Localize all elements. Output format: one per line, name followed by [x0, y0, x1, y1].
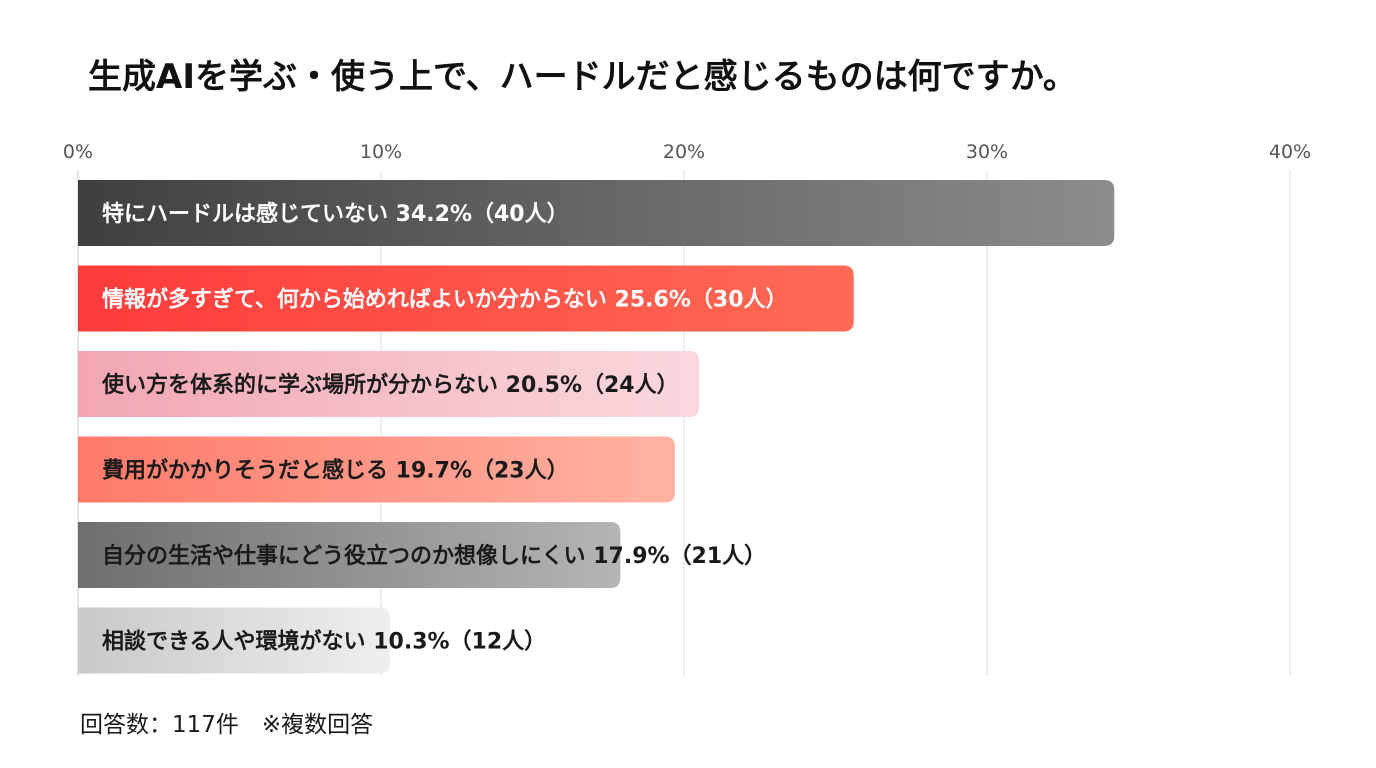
bar-label: 特にハードルは感じていない 34.2%（40人）: [102, 201, 569, 227]
tick-label: 10%: [360, 141, 402, 163]
tick-label: 20%: [663, 141, 705, 163]
bar: [78, 265, 854, 332]
bar: [78, 522, 621, 588]
bar: [78, 607, 391, 674]
bar-group: 自分の生活や仕事にどう役立つのか想像しにくい 17.9%（21人）: [78, 522, 766, 588]
bar-label: 自分の生活や仕事にどう役立つのか想像しにくい 17.9%（21人）: [102, 543, 766, 569]
bar-label: 情報が多すぎて、何から始めればよいか分からない 25.6%（30人）: [102, 287, 788, 313]
bar-group: 情報が多すぎて、何から始めればよいか分からない 25.6%（30人）: [78, 265, 854, 332]
bar: [78, 436, 675, 503]
bar-group: 使い方を体系的に学ぶ場所が分からない 20.5%（24人）: [78, 351, 700, 417]
bar-label: 使い方を体系的に学ぶ場所が分からない 20.5%（24人）: [101, 372, 679, 398]
grid-lines: [77, 170, 1291, 676]
bar-group: 費用がかかりそうだと感じる 19.7%（23人）: [78, 436, 675, 503]
bar-label: 費用がかかりそうだと感じる 19.7%（23人）: [102, 458, 569, 484]
bar: [78, 180, 1115, 246]
tick-label: 30%: [966, 141, 1008, 163]
footnote: 回答数：117件 ※複数回答: [80, 712, 373, 738]
tick-label: 40%: [1269, 141, 1311, 163]
bar: [78, 351, 700, 417]
x-axis-ticks: 0% 10% 20% 30% 40%: [63, 141, 1311, 163]
bar-label: 相談できる人や環境がない 10.3%（12人）: [102, 629, 546, 655]
bar-group: 相談できる人や環境がない 10.3%（12人）: [78, 607, 546, 674]
chart-title: 生成AIを学ぶ・使う上で、ハードルだと感じるものは何ですか。: [88, 57, 1077, 97]
bars: 特にハードルは感じていない 34.2%（40人） 情報が多すぎて、何から始めればよ…: [78, 180, 1115, 674]
tick-label: 0%: [63, 141, 93, 163]
bar-group: 特にハードルは感じていない 34.2%（40人）: [78, 180, 1115, 246]
